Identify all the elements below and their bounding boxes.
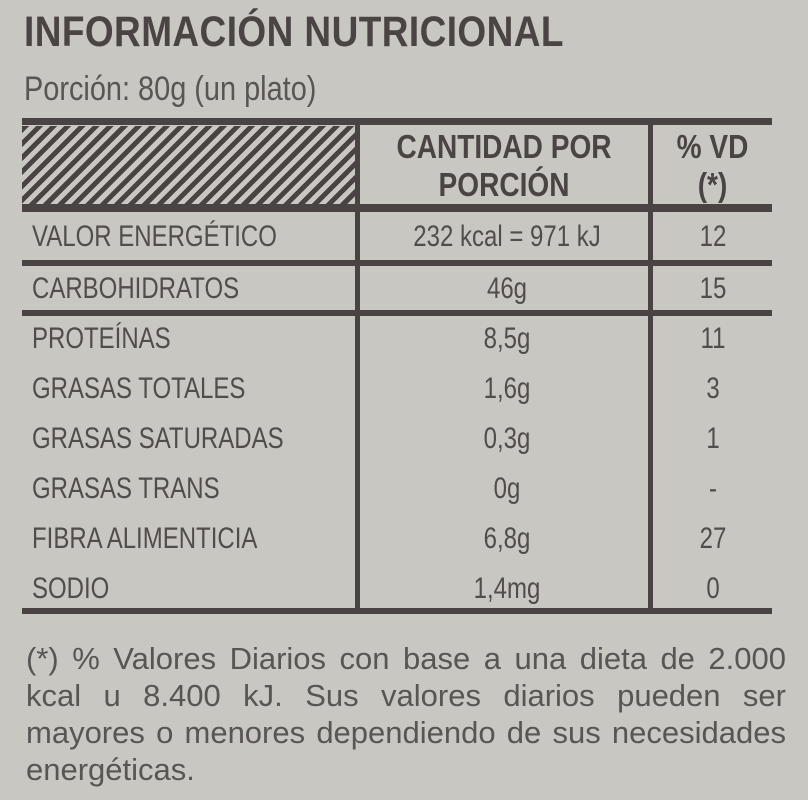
amount-header: CANTIDAD POR PORCIÓN (396, 128, 612, 203)
table-row: SODIO 1,4mg 0 (22, 566, 772, 614)
nutrient-name: GRASAS TRANS (32, 472, 220, 505)
amount-value: 8,5g (483, 322, 531, 355)
amount-value: 0g (493, 472, 521, 505)
nutrition-table: CANTIDAD POR PORCIÓN % VD (*) VALOR ENERGÉ… (22, 118, 772, 614)
nutrient-name: VALOR ENERGÉTICO (32, 220, 277, 253)
vd-value: - (709, 472, 717, 505)
vd-value: 15 (699, 272, 727, 305)
table-row: GRASAS TOTALES 1,6g 3 (22, 366, 772, 414)
amount-value: 1,6g (483, 372, 531, 405)
vd-value: 3 (706, 372, 720, 405)
amount-value: 232 kcal = 971 kJ (413, 220, 601, 253)
table-row: PROTEÍNAS 8,5g 11 (22, 316, 772, 364)
nutrient-name: CARBOHIDRATOS (32, 272, 240, 305)
table-top-border (22, 118, 772, 125)
vd-value: 12 (699, 220, 727, 253)
vd-value: 0 (706, 572, 720, 605)
table-row: GRASAS SATURADAS 0,3g 1 (22, 416, 772, 464)
nutrient-name: SODIO (32, 572, 110, 605)
vd-value: 11 (700, 322, 726, 355)
column-divider (355, 118, 360, 614)
label-title: INFORMACIÓN NUTRICIONAL (24, 8, 564, 56)
column-divider (648, 118, 653, 614)
portion-size: Porción: 80g (un plato) (24, 70, 317, 108)
nutrient-name: PROTEÍNAS (32, 322, 171, 355)
table-row: FIBRA ALIMENTICIA 6,8g 27 (22, 516, 772, 564)
amount-value: 1,4mg (473, 572, 541, 605)
table-row: CARBOHIDRATOS 46g 15 (22, 266, 772, 314)
row-border (22, 310, 772, 316)
vd-value: 1 (706, 422, 720, 455)
amount-value: 6,8g (483, 522, 531, 555)
hatched-header-cell (22, 126, 355, 212)
nutrient-name: GRASAS TOTALES (32, 372, 246, 405)
nutrient-name: FIBRA ALIMENTICIA (32, 522, 258, 555)
row-border (22, 260, 772, 266)
header-bottom-border (22, 204, 772, 212)
amount-value: 46g (486, 272, 528, 305)
table-bottom-border (22, 608, 772, 614)
amount-value: 0,3g (483, 422, 531, 455)
vd-header: % VD (*) (676, 128, 749, 203)
footnote: (*) % Valores Diarios con base a una die… (26, 641, 786, 787)
vd-value: 27 (699, 522, 727, 555)
table-row: VALOR ENERGÉTICO 232 kcal = 971 kJ 12 (22, 214, 772, 262)
nutrient-name: GRASAS SATURADAS (32, 422, 284, 455)
table-row: GRASAS TRANS 0g - (22, 466, 772, 514)
